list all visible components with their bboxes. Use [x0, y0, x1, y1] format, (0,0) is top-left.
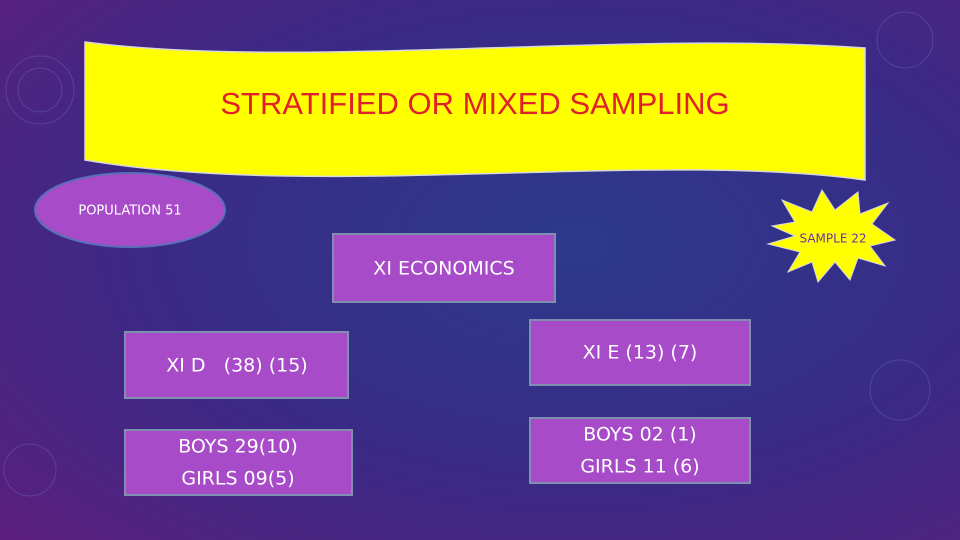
sample-burst — [766, 188, 897, 284]
decor — [3, 11, 934, 497]
left-detail-box — [124, 429, 353, 496]
population-label: POPULATION 51 — [78, 204, 181, 219]
right-detail-label: BOYS 02 (1) — [583, 424, 696, 446]
right-class-box — [529, 319, 751, 386]
root-box — [332, 233, 556, 303]
left-detail-label: GIRLS 09(5) — [181, 468, 294, 490]
banner — [84, 41, 866, 181]
sample-label: SAMPLE 22 — [800, 232, 867, 246]
left-detail-label: BOYS 29(10) — [178, 436, 298, 458]
right-detail-box — [529, 417, 751, 484]
boxes — [124, 233, 751, 496]
right-class-label: XI E (13) (7) — [583, 342, 698, 364]
left-class-box — [124, 331, 349, 399]
slide-title: STRATIFIED OR MIXED SAMPLING — [220, 86, 729, 121]
root-label: XI ECONOMICS — [373, 258, 514, 280]
left-class-label: XI D (38) (15) — [166, 355, 307, 377]
right-detail-label: GIRLS 11 (6) — [580, 456, 699, 478]
population-ellipse — [34, 172, 226, 248]
